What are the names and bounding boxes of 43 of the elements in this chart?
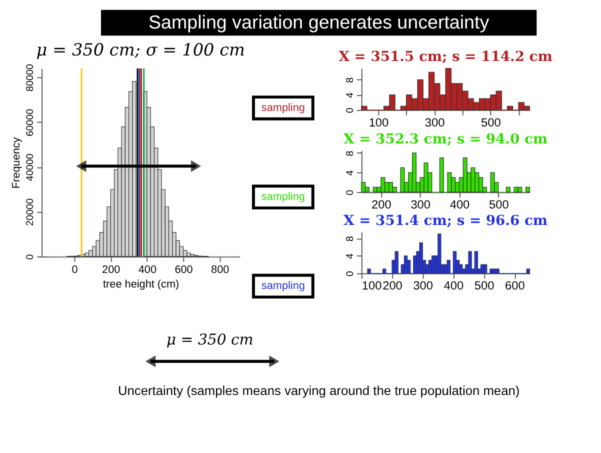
x-tick-label: 400 xyxy=(450,197,470,212)
y-tick-label: 0 xyxy=(344,107,356,114)
text: μ = 350 cm xyxy=(166,330,254,349)
x-tick-label: 100 xyxy=(368,115,390,130)
text: sampling xyxy=(261,280,305,292)
x-tick-label: 400 xyxy=(138,264,157,276)
x-tick-label: 600 xyxy=(174,264,193,276)
y-tick-label: 8 xyxy=(344,76,356,83)
text: sampling xyxy=(261,102,305,114)
x-tick-label: 600 xyxy=(504,278,526,293)
x-tick-label: 300 xyxy=(424,115,446,130)
text: Uncertainty (samples means varying around the true population mean) xyxy=(118,383,520,398)
x-tick-label: 200 xyxy=(102,264,120,276)
y-tick-label: 4 xyxy=(344,253,356,260)
y-tick-label: 8 xyxy=(344,236,356,242)
x-axis-title: tree height (cm) xyxy=(103,278,180,291)
chart-title: X = 352.3 cm; s = 94.0 cm xyxy=(344,131,548,148)
x-tick-label: 400 xyxy=(444,278,464,293)
x-tick-label: 500 xyxy=(488,197,510,212)
text: sampling xyxy=(261,191,305,204)
x-tick-label: 500 xyxy=(474,278,495,293)
chart-subtitle: μ = 350 cm; σ = 100 cm xyxy=(36,40,245,60)
chart-title: X = 351.4 cm; s = 96.6 cm xyxy=(344,212,548,229)
y-tick-label: 4 xyxy=(344,92,356,98)
y-tick-label: 80000 xyxy=(25,64,36,92)
x-tick-label: 300 xyxy=(413,278,434,293)
y-tick-label: 0 xyxy=(344,189,356,196)
x-tick-label: 0 xyxy=(72,264,78,276)
chart-title: X = 351.5 cm; s = 114.2 cm xyxy=(338,49,553,66)
x-tick-label: 100 xyxy=(362,278,382,293)
x-tick-label: 300 xyxy=(410,197,431,212)
x-tick-label: 800 xyxy=(211,264,230,276)
y-tick-label: 0 xyxy=(25,254,36,260)
y-axis-title: Frequency xyxy=(10,136,22,189)
x-tick-label: 200 xyxy=(382,278,403,293)
y-tick-label: 60000 xyxy=(25,108,36,136)
y-tick-label: 20000 xyxy=(25,198,36,226)
text: Sampling variation generates uncertainty xyxy=(148,12,490,33)
x-tick-label: 500 xyxy=(481,115,502,130)
x-tick-label: 200 xyxy=(372,197,392,212)
y-tick-label: 4 xyxy=(344,170,356,176)
y-tick-label: 8 xyxy=(344,150,356,156)
y-tick-label: 40000 xyxy=(25,153,36,182)
